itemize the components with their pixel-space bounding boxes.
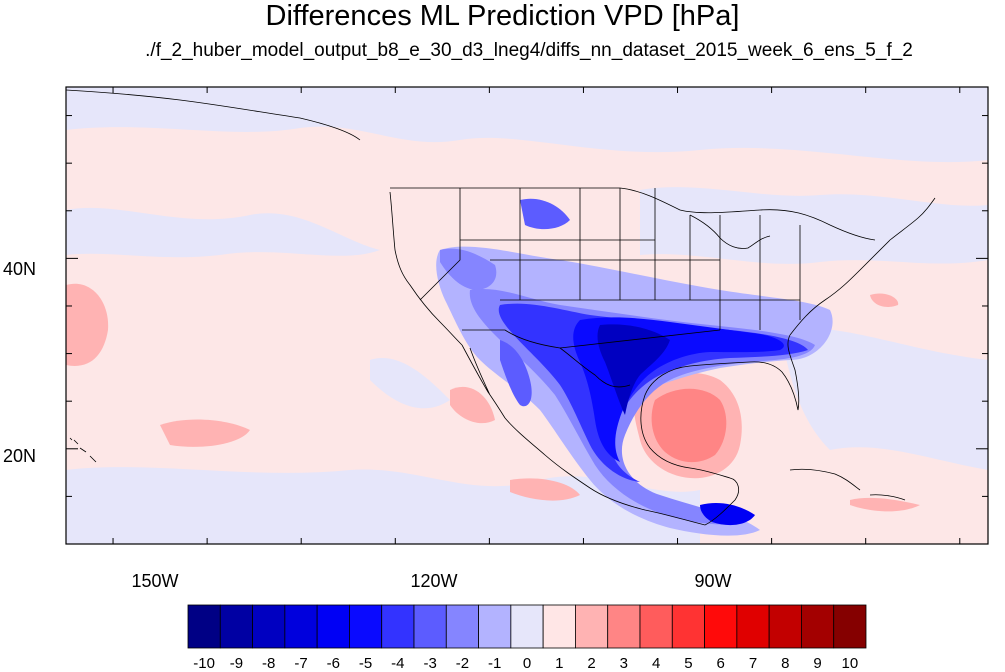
colorbar-swatch (510, 604, 544, 649)
colorbar-swatch (187, 604, 221, 649)
colorbar-swatch (833, 604, 867, 649)
gulf-coastline (640, 334, 800, 526)
axis-ticks (66, 87, 988, 544)
colorbar-swatch (252, 604, 286, 649)
colorbar-tick-label: 1 (555, 655, 563, 672)
field-patch-red-pacific-south (510, 478, 580, 501)
field-patch-red-gulf-core (651, 388, 727, 463)
mexico-pacific-coastline (504, 417, 706, 526)
colorbar-tick-label: -10 (193, 655, 215, 672)
us-canada-border (390, 187, 876, 241)
colorbar-swatch (542, 604, 576, 649)
colorbar-swatch (413, 604, 447, 649)
field-blob-blue-pacific-coast (500, 340, 532, 407)
latitude-labels: 40N 20N (3, 259, 36, 466)
map-frame (65, 86, 989, 545)
colorbar-tick-label: 2 (587, 655, 595, 672)
field-patch-red-pacific-mid (160, 419, 250, 447)
us-west-coastline (389, 191, 463, 346)
colorbar-tick-label: -7 (294, 655, 307, 672)
colorbar-tick-label: 3 (620, 655, 628, 672)
colorbar-swatch (284, 604, 318, 649)
field-blob-blue-darkest (597, 324, 670, 415)
great-lakes (689, 214, 771, 249)
colorbar-swatch (478, 604, 512, 649)
colorbar-tick-label: 6 (717, 655, 725, 672)
field-patch-red-atlantic (870, 293, 899, 307)
baja-coastline (461, 344, 506, 419)
colorbar-tick-label: 0 (523, 655, 531, 672)
bc-alaska-coastline (66, 89, 361, 141)
lon-label-90w: 90W (694, 571, 731, 591)
longitude-labels: 150W 120W 90W (131, 571, 731, 591)
map-title: Differences ML Prediction VPD [hPa] (265, 0, 740, 32)
hawaii-islands (69, 437, 97, 463)
colorbar-tick-label: -5 (359, 655, 372, 672)
colorbar-swatch (736, 604, 770, 649)
field-blob-blue-west-us (440, 248, 497, 290)
coastlines-and-borders (66, 89, 936, 526)
map-subtitle: ./f_2_huber_model_output_b8_e_30_d3_lneg… (145, 40, 913, 61)
field-band-light-blue-east (640, 187, 988, 264)
colorbar-swatch (349, 604, 383, 649)
colorbar-tick-label: 9 (813, 655, 821, 672)
colorbar-swatch (801, 604, 835, 649)
us-mexico-border (462, 329, 631, 388)
cuba-coastline (789, 468, 861, 491)
lat-label-20n: 20N (3, 446, 36, 466)
colorbar-tick-label: -6 (327, 655, 340, 672)
field-band-light-blue-atlantic (780, 327, 988, 470)
state-boundaries (419, 188, 801, 349)
colorbar-swatch (316, 604, 350, 649)
colorbar-tick-label: 7 (749, 655, 757, 672)
lon-label-150w: 150W (131, 571, 178, 591)
colorbar-swatch (768, 604, 802, 649)
colorbar-swatch (639, 604, 673, 649)
field-blob-blue-rockies (520, 198, 570, 230)
colorbar-tick-label: -1 (488, 655, 501, 672)
field-patch-red-pacific-west (66, 283, 109, 366)
field-band-light-blue-west (370, 358, 450, 409)
field-patch-red-caribbean (850, 497, 920, 512)
colorbar-swatch (381, 604, 415, 649)
us-east-coastline (789, 197, 936, 336)
lat-label-40n: 40N (3, 259, 36, 279)
hispaniola-coastline (869, 494, 906, 501)
colorbar-swatch (219, 604, 253, 649)
colorbar-swatch (575, 604, 609, 649)
colorbar-tick-label: -8 (262, 655, 275, 672)
colorbar-tick-label: -4 (391, 655, 404, 672)
colorbar-swatch (704, 604, 738, 649)
colorbar-swatch (671, 604, 705, 649)
colorbar-swatch (445, 604, 479, 649)
colorbar-tick-label: 5 (684, 655, 692, 672)
colorbar-tick-label: 4 (652, 655, 660, 672)
colorbar-tick-label: -9 (230, 655, 243, 672)
lon-label-120w: 120W (410, 571, 457, 591)
field-patch-red-baja (450, 386, 495, 424)
colorbar-swatch (607, 604, 641, 649)
colorbar-tick-label: 8 (781, 655, 789, 672)
field-band-light-blue-north (66, 87, 988, 163)
colorbar: -10 -9 -8 -7 -6 -5 -4 -3 -2 -1 0 1 2 3 4 5 6 7 8 9 10 (187, 604, 867, 672)
colorbar-tick-label: -2 (456, 655, 469, 672)
colorbar-tick-label: -3 (423, 655, 436, 672)
difference-field (66, 87, 988, 544)
field-band-light-blue-pacific (66, 207, 380, 258)
colorbar-tick-label: 10 (842, 655, 859, 672)
